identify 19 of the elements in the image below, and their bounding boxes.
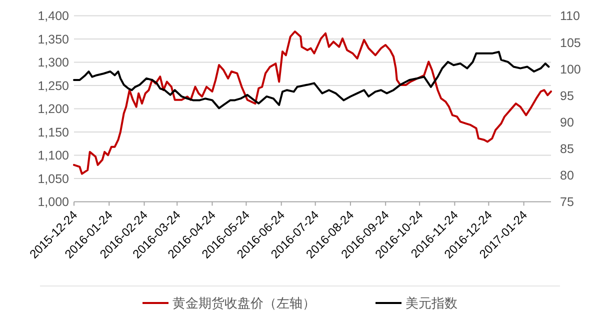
y2-tick-label: 75 bbox=[560, 195, 574, 210]
y-tick-label: 1,400 bbox=[38, 9, 70, 24]
y-tick-label: 1,200 bbox=[38, 102, 70, 116]
y-tick-label: 1,150 bbox=[38, 125, 70, 140]
y-tick-label: 1,300 bbox=[38, 56, 70, 70]
y2-tick-label: 95 bbox=[560, 88, 574, 103]
y2-tick-label: 80 bbox=[560, 168, 574, 183]
y-tick-label: 1,050 bbox=[38, 172, 70, 186]
y-tick-label: 1,350 bbox=[38, 32, 70, 46]
legend-label: 黄金期货收盘价（左轴） bbox=[172, 296, 316, 310]
y-tick-label: 1,250 bbox=[38, 78, 70, 93]
y-tick-label: 1,000 bbox=[38, 195, 70, 210]
y2-tick-label: 100 bbox=[560, 62, 581, 76]
y2-tick-label: 90 bbox=[560, 115, 574, 130]
y2-tick-label: 105 bbox=[560, 36, 581, 50]
y-tick-label: 1,100 bbox=[38, 148, 70, 163]
legend-label: 美元指数 bbox=[406, 296, 458, 310]
y2-tick-label: 85 bbox=[560, 142, 574, 156]
y2-tick-label: 110 bbox=[560, 9, 580, 24]
